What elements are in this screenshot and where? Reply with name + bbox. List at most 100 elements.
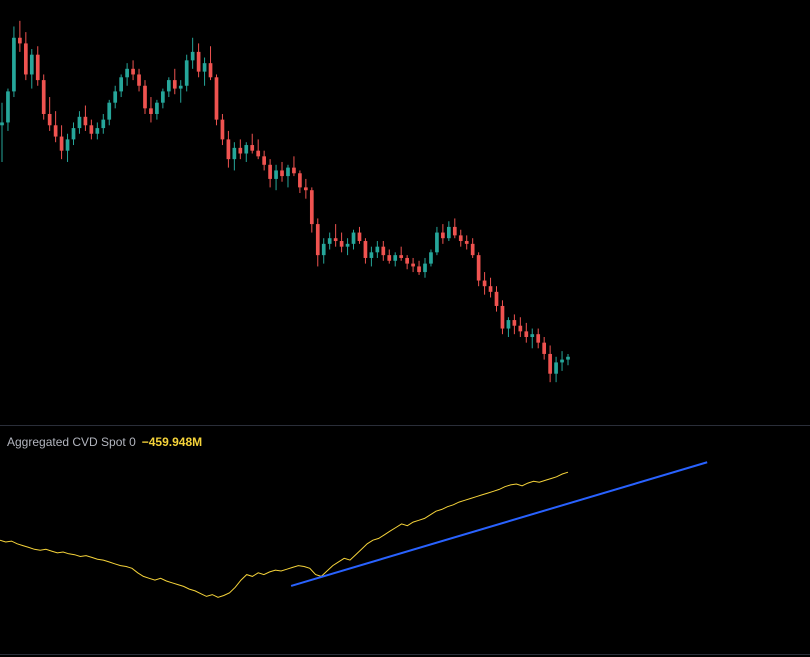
- candle: [59, 125, 64, 160]
- candle-body: [23, 43, 28, 75]
- candle-body: [339, 241, 344, 247]
- candle-body: [166, 80, 171, 92]
- candle: [47, 97, 52, 131]
- candle: [113, 85, 118, 109]
- candle: [77, 111, 82, 134]
- candle: [6, 88, 10, 131]
- indicator-legend[interactable]: Aggregated CVD Spot 0 −459.948M: [7, 435, 202, 449]
- candle-body: [226, 139, 231, 160]
- candle: [327, 232, 332, 250]
- candle: [238, 139, 243, 160]
- candle-body: [542, 342, 547, 354]
- trendline[interactable]: [290, 461, 708, 587]
- candle: [566, 353, 570, 366]
- pane-divider[interactable]: [0, 425, 810, 426]
- candle-body: [536, 334, 541, 343]
- candle: [405, 255, 409, 270]
- candle: [363, 238, 368, 264]
- candle: [470, 238, 475, 258]
- candle-body: [107, 102, 112, 120]
- candle-body: [47, 113, 52, 126]
- candle-body: [476, 255, 481, 281]
- candle-body: [208, 63, 213, 78]
- candle-body: [244, 145, 249, 154]
- candle-body: [452, 226, 457, 236]
- candle: [244, 142, 249, 162]
- candle-body: [560, 359, 564, 363]
- candle: [339, 232, 344, 253]
- candle: [119, 74, 124, 98]
- candle: [387, 249, 392, 264]
- candle-body: [137, 74, 141, 86]
- candle-body: [256, 150, 261, 157]
- candle-body: [524, 331, 529, 338]
- candle: [524, 322, 529, 343]
- candle-body: [202, 63, 207, 72]
- candle-body: [113, 91, 118, 103]
- candle: [202, 57, 207, 86]
- candle: [304, 178, 308, 199]
- candle-body: [333, 238, 338, 242]
- candle: [536, 328, 541, 349]
- candle-body: [441, 232, 445, 239]
- candle-body: [232, 147, 237, 160]
- candle-body: [518, 325, 523, 332]
- candle-body: [101, 119, 106, 129]
- candle: [107, 99, 112, 126]
- candle-body: [83, 116, 88, 126]
- candle: [83, 105, 88, 131]
- candle: [417, 260, 421, 275]
- candle-body: [155, 102, 159, 114]
- candle: [500, 300, 505, 335]
- candle-body: [77, 116, 82, 129]
- candle-body: [250, 145, 255, 151]
- candle-body: [71, 128, 76, 140]
- candle: [29, 49, 34, 89]
- candle: [560, 351, 564, 371]
- candle-body: [345, 243, 350, 247]
- price-pane[interactable]: [0, 0, 810, 425]
- candle: [542, 337, 547, 360]
- candle: [548, 345, 552, 383]
- candle-body: [417, 266, 421, 273]
- candle-body: [309, 190, 314, 225]
- candle: [208, 46, 213, 81]
- candle: [137, 68, 141, 92]
- candle: [429, 249, 433, 267]
- candle: [89, 119, 94, 140]
- candle: [95, 122, 100, 140]
- candle: [393, 252, 398, 267]
- candle: [143, 80, 147, 114]
- candle-body: [321, 243, 326, 256]
- candle-body: [387, 255, 392, 261]
- candle-body: [429, 252, 433, 264]
- candle-body: [446, 226, 451, 239]
- candle: [530, 328, 535, 349]
- candle: [476, 252, 481, 287]
- candle: [321, 238, 326, 264]
- candle-body: [399, 255, 404, 258]
- candle: [71, 122, 76, 146]
- candle: [53, 111, 58, 143]
- candle-body: [161, 91, 165, 103]
- candle: [149, 97, 153, 123]
- candle-body: [357, 232, 362, 242]
- candle-body: [369, 252, 374, 258]
- candle: [262, 150, 266, 171]
- candle-body: [292, 167, 296, 174]
- candle-body: [65, 139, 70, 151]
- candle: [345, 238, 350, 256]
- candle-body: [554, 362, 558, 374]
- candle-body: [119, 77, 124, 92]
- candle: [155, 99, 159, 120]
- candle: [172, 68, 177, 95]
- candle-body: [286, 167, 290, 177]
- candle: [458, 229, 463, 247]
- candle: [292, 156, 296, 177]
- candle: [232, 142, 237, 171]
- candle: [190, 37, 195, 69]
- candle: [286, 164, 290, 188]
- candle: [65, 133, 70, 162]
- candle: [12, 26, 16, 98]
